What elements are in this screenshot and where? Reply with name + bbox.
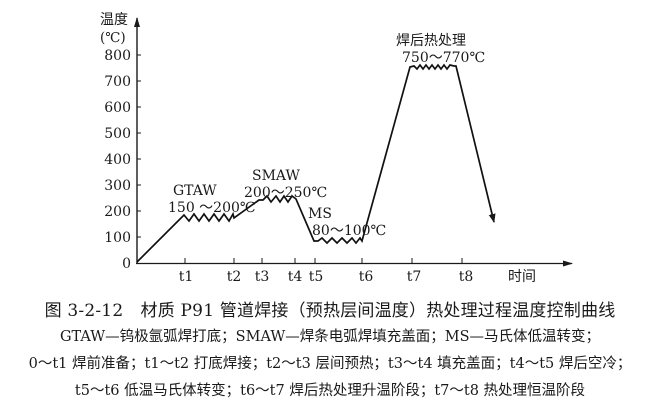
temperature-control-chart: 温度 (℃) 800 700 600 500 400 300 200 100 0…	[100, 12, 573, 285]
ms-range: 80～100℃	[312, 223, 386, 239]
gtaw-range: 150 ～200℃	[168, 200, 256, 216]
y-label-400: 400	[104, 152, 131, 168]
x-label-t3: t3	[255, 269, 270, 285]
pwht-label: 焊后热处理	[396, 33, 466, 49]
y-ticks	[137, 54, 141, 238]
x-label-t5: t5	[309, 269, 324, 285]
y-label-500: 500	[104, 126, 131, 142]
smaw-label: SMAW	[252, 168, 300, 184]
y-label-800: 800	[104, 48, 131, 64]
y-label-100: 100	[104, 230, 131, 246]
y-axis-unit: (℃)	[100, 30, 126, 46]
x-label-t4: t4	[288, 269, 303, 285]
caption-line-stages-1: 0～t1 焊前准备；t1～t2 打底焊接；t2～t3 层间预热；t3～t4 填充…	[28, 356, 632, 372]
gtaw-label: GTAW	[173, 183, 217, 199]
x-ticks	[184, 258, 463, 263]
x-tick-labels: t1 t2 t3 t4 t5 t6 t7 t8	[179, 269, 474, 285]
y-label-600: 600	[104, 100, 131, 116]
caption-line-stages-2: t5～t6 低温马氏体转变；t6～t7 焊后热处理升温阶段；t7～t8 热处理恒…	[74, 383, 586, 399]
temperature-curve	[136, 63, 496, 263]
y-tick-labels: 800 700 600 500 400 300 200 100 0	[104, 48, 131, 272]
pwht-range: 750～770℃	[402, 50, 485, 66]
x-label-t7: t7	[407, 269, 422, 285]
x-axis-title: 时间	[508, 269, 536, 285]
smaw-range: 200～250℃	[244, 185, 327, 201]
ms-label: MS	[308, 206, 332, 222]
y-axis-title: 温度	[100, 12, 128, 28]
x-label-t1: t1	[179, 269, 194, 285]
x-label-t2: t2	[227, 269, 242, 285]
y-label-300: 300	[104, 178, 131, 194]
y-label-700: 700	[104, 74, 131, 90]
y-label-200: 200	[104, 204, 131, 220]
caption-line-abbreviations: GTAW—钨极氩弧焊打底；SMAW—焊条电弧焊填充盖面；MS—马氏体低温转变；	[59, 329, 601, 345]
x-label-t6: t6	[359, 269, 374, 285]
figure-caption-title: 图 3-2-12 材质 P91 管道焊接（预热层间温度）热处理过程温度控制曲线	[44, 301, 616, 321]
y-label-0: 0	[122, 256, 131, 272]
x-label-t8: t8	[459, 269, 474, 285]
